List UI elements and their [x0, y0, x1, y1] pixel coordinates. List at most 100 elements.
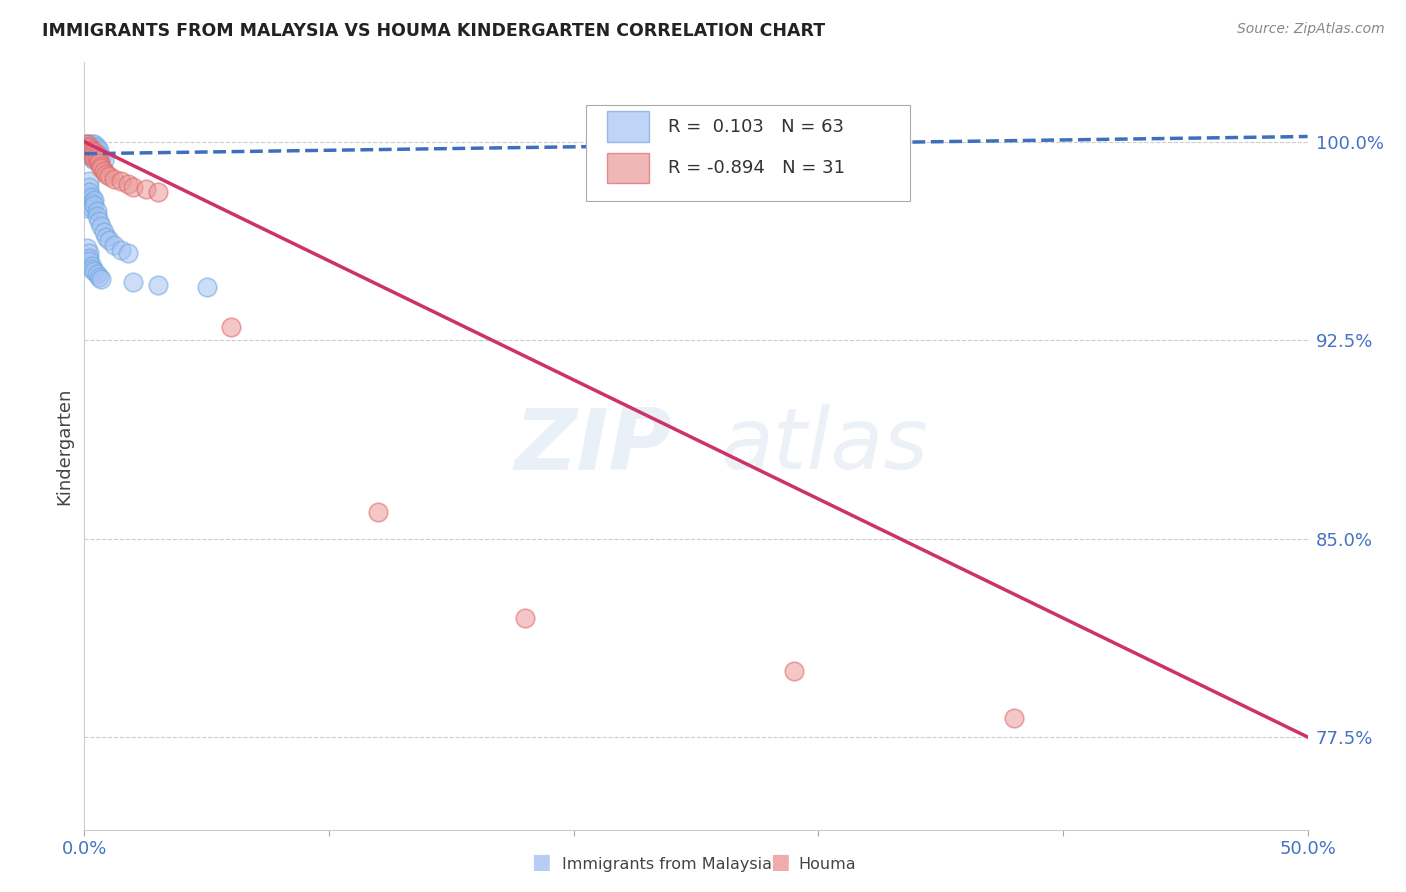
- Point: [83, 264, 105, 278]
- FancyBboxPatch shape: [606, 112, 650, 142]
- Point: [76, 140, 98, 154]
- Point: [77, 246, 100, 260]
- Point: [87, 143, 110, 157]
- Text: Houma: Houma: [799, 857, 856, 872]
- Point: [146, 277, 169, 292]
- Point: [77, 179, 100, 194]
- Point: [77, 145, 100, 160]
- Text: R = -0.894   N = 31: R = -0.894 N = 31: [668, 159, 845, 178]
- Point: [87, 148, 110, 162]
- Point: [122, 275, 145, 289]
- Point: [80, 195, 103, 210]
- Point: [77, 251, 100, 265]
- Point: [77, 253, 100, 268]
- Point: [80, 259, 103, 273]
- Point: [77, 185, 100, 199]
- Point: [96, 230, 118, 244]
- Text: Immigrants from Malaysia: Immigrants from Malaysia: [562, 857, 772, 872]
- Point: [80, 151, 103, 165]
- Point: [77, 145, 100, 160]
- Point: [76, 241, 98, 255]
- Point: [90, 159, 112, 173]
- Point: [86, 209, 108, 223]
- Text: atlas: atlas: [720, 404, 928, 488]
- Point: [80, 145, 103, 160]
- Point: [513, 611, 536, 625]
- Point: [76, 140, 98, 154]
- Text: ZIP: ZIP: [513, 404, 672, 488]
- Point: [77, 148, 100, 162]
- Point: [76, 137, 98, 152]
- Point: [80, 261, 103, 276]
- Point: [83, 148, 105, 162]
- Point: [83, 153, 105, 168]
- FancyBboxPatch shape: [586, 104, 910, 201]
- Text: IMMIGRANTS FROM MALAYSIA VS HOUMA KINDERGARTEN CORRELATION CHART: IMMIGRANTS FROM MALAYSIA VS HOUMA KINDER…: [42, 22, 825, 40]
- Point: [80, 148, 103, 162]
- Point: [76, 187, 98, 202]
- Point: [77, 145, 100, 160]
- Point: [83, 198, 105, 212]
- Point: [80, 137, 103, 152]
- Point: [77, 143, 100, 157]
- Point: [90, 272, 112, 286]
- Point: [80, 201, 103, 215]
- Point: [76, 201, 98, 215]
- Point: [80, 148, 103, 162]
- Point: [87, 269, 110, 284]
- Point: [1002, 711, 1025, 725]
- Point: [80, 143, 103, 157]
- Point: [80, 145, 103, 160]
- Point: [83, 193, 105, 207]
- Point: [783, 664, 806, 678]
- Point: [96, 167, 118, 181]
- Point: [80, 190, 103, 204]
- Point: [117, 246, 139, 260]
- Point: [97, 233, 120, 247]
- Text: Source: ZipAtlas.com: Source: ZipAtlas.com: [1237, 22, 1385, 37]
- Point: [367, 505, 389, 519]
- Point: [80, 143, 103, 157]
- Point: [90, 219, 112, 234]
- Point: [110, 174, 132, 188]
- Point: [77, 143, 100, 157]
- Point: [110, 244, 132, 258]
- Text: ■: ■: [531, 853, 551, 872]
- Point: [76, 137, 98, 152]
- Point: [97, 169, 120, 184]
- Point: [86, 145, 108, 160]
- Point: [86, 151, 108, 165]
- Point: [77, 137, 100, 152]
- Point: [93, 225, 115, 239]
- Point: [86, 140, 108, 154]
- Point: [122, 179, 145, 194]
- Point: [103, 171, 125, 186]
- Point: [83, 145, 105, 160]
- Point: [77, 143, 100, 157]
- Point: [86, 151, 108, 165]
- Point: [80, 140, 103, 154]
- Point: [76, 140, 98, 154]
- Point: [77, 140, 100, 154]
- Point: [90, 151, 112, 165]
- Y-axis label: Kindergarten: Kindergarten: [55, 387, 73, 505]
- Point: [117, 177, 139, 191]
- Point: [93, 164, 115, 178]
- Text: R =  0.103   N = 63: R = 0.103 N = 63: [668, 118, 844, 136]
- Point: [76, 137, 98, 152]
- Point: [76, 143, 98, 157]
- Point: [87, 153, 110, 168]
- Point: [86, 203, 108, 218]
- Point: [77, 174, 100, 188]
- Point: [87, 156, 110, 170]
- Point: [83, 137, 105, 152]
- Point: [86, 148, 108, 162]
- Point: [83, 148, 105, 162]
- Point: [87, 214, 110, 228]
- Point: [135, 182, 157, 196]
- Point: [219, 320, 242, 334]
- Point: [146, 185, 169, 199]
- Point: [83, 143, 105, 157]
- Point: [83, 151, 105, 165]
- Point: [86, 267, 108, 281]
